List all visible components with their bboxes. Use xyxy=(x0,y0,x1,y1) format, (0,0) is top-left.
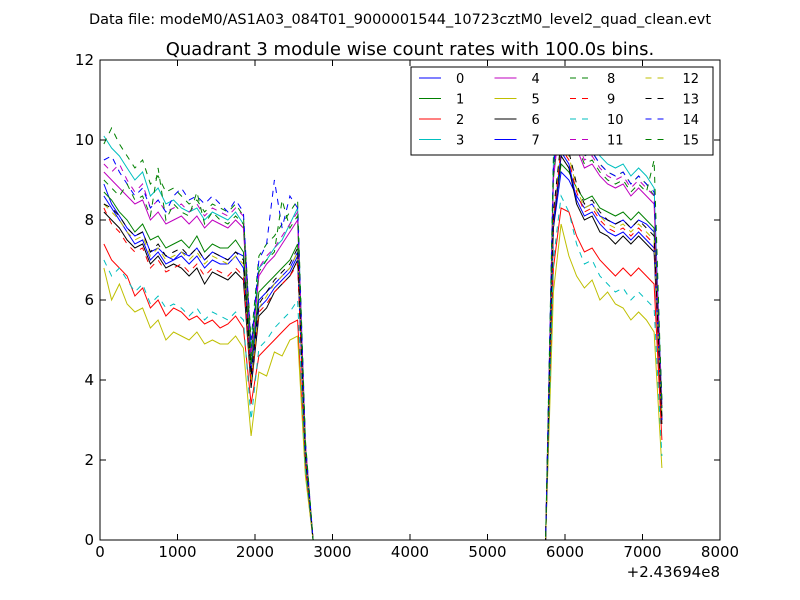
axis-ticks: 0 1000 2000 3000 4000 5000 6000 7000 80000246810… xyxy=(75,51,739,561)
series-line-1 xyxy=(103,162,663,541)
series-line-11 xyxy=(103,98,663,541)
legend-label-0: 0 xyxy=(456,72,464,87)
legend-label-11: 11 xyxy=(607,134,624,149)
y-tick-label: 6 xyxy=(84,291,94,309)
series-line-2 xyxy=(103,207,663,541)
legend-label-1: 1 xyxy=(456,93,464,108)
series-line-0 xyxy=(103,170,663,541)
series-line-4 xyxy=(103,106,663,541)
series-line-9 xyxy=(103,146,663,541)
legend-label-15: 15 xyxy=(683,134,700,149)
chart-title: Quadrant 3 module wise count rates with … xyxy=(166,39,655,60)
y-tick-label: 12 xyxy=(75,51,94,69)
legend-label-5: 5 xyxy=(532,93,540,108)
y-tick-label: 8 xyxy=(84,211,94,229)
series-line-8 xyxy=(103,82,663,541)
legend-label-4: 4 xyxy=(532,72,540,87)
series-line-3 xyxy=(103,66,663,541)
x-tick-label: 4000 xyxy=(391,543,429,561)
x-offset-label: +2.43694e8 xyxy=(627,563,720,581)
legend-label-14: 14 xyxy=(683,113,700,128)
series-line-12 xyxy=(103,142,663,541)
series-line-14 xyxy=(103,94,663,541)
x-tick-label: 3000 xyxy=(313,543,351,561)
series-line-5 xyxy=(103,223,663,541)
legend-label-3: 3 xyxy=(456,134,464,149)
y-tick-label: 4 xyxy=(84,371,94,389)
legend-label-6: 6 xyxy=(532,113,540,128)
legend-label-9: 9 xyxy=(607,93,615,108)
series-line-6 xyxy=(103,154,663,541)
legend-label-8: 8 xyxy=(607,72,615,87)
series-line-10 xyxy=(103,194,663,541)
y-tick-label: 10 xyxy=(75,131,94,149)
y-tick-label: 2 xyxy=(84,451,94,469)
legend-box xyxy=(410,66,714,156)
legend-label-13: 13 xyxy=(683,93,700,108)
y-tick-label: 0 xyxy=(84,531,94,549)
x-tick-label: 1000 xyxy=(158,543,196,561)
series-line-15 xyxy=(103,102,663,541)
plot-series xyxy=(103,66,663,541)
x-tick-label: 7000 xyxy=(623,543,661,561)
data-file-label: Data file: modeM0/AS1A03_084T01_90000015… xyxy=(89,12,711,28)
legend-label-10: 10 xyxy=(607,113,624,128)
legend-label-2: 2 xyxy=(456,113,464,128)
x-tick-label: 8000 xyxy=(701,543,739,561)
legend-label-7: 7 xyxy=(532,134,540,149)
x-tick-label: 5000 xyxy=(468,543,506,561)
series-line-13 xyxy=(103,138,663,541)
x-tick-label: 2000 xyxy=(236,543,274,561)
x-tick-label: 6000 xyxy=(546,543,584,561)
series-line-7 xyxy=(103,150,663,541)
x-tick-label: 0 xyxy=(95,543,105,561)
legend-label-12: 12 xyxy=(683,72,700,87)
